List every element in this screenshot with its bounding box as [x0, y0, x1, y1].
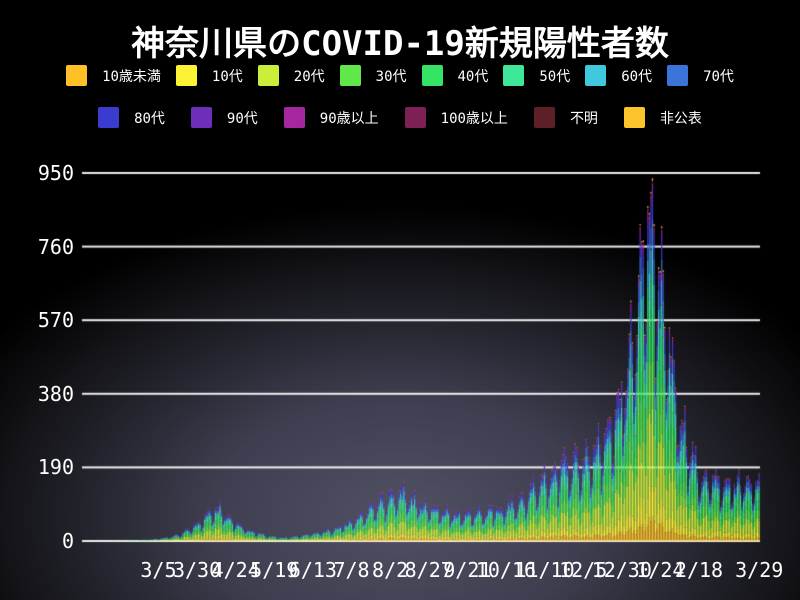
legend-swatch-icon	[503, 65, 525, 86]
legend-row-1: 10歳未満 10代 20代 30代 40代 50代 60代 70代	[0, 65, 800, 86]
legend-swatch-icon	[421, 65, 443, 86]
y-tick-label: 760	[37, 235, 74, 259]
legend-label: 30代	[375, 68, 407, 85]
legend-label: 80代	[134, 110, 165, 127]
y-tick-label: 950	[37, 161, 74, 185]
y-tick-label: 380	[37, 382, 74, 406]
legend-swatch-icon	[623, 107, 645, 128]
chart-canvas	[80, 146, 764, 546]
legend-item-3: 30代	[339, 65, 407, 86]
legend-row-2: 80代 90代 90歳以上 100歳以上 不明 非公表	[0, 107, 800, 128]
legend-swatch-icon	[533, 107, 555, 128]
legend-label: 90代	[226, 110, 258, 127]
x-tick-label: 11/10	[514, 558, 575, 582]
legend-swatch-icon	[98, 107, 120, 128]
legend-label: 100歳以上	[440, 110, 508, 127]
legend-item-6: 60代	[585, 65, 652, 86]
legend-label: 不明	[569, 110, 598, 127]
y-tick-label: 570	[37, 308, 74, 332]
x-tick-label: 7/8	[333, 558, 370, 582]
x-tick-label: 12/5	[559, 558, 608, 582]
x-tick-label: 2/18	[674, 558, 724, 582]
legend-swatch-icon	[404, 107, 426, 128]
legend-swatch-icon	[667, 65, 689, 86]
x-tick-label: 3/5	[140, 558, 177, 582]
legend-item-2: 20代	[257, 65, 325, 86]
legend-swatch-icon	[190, 107, 212, 128]
chart-title: 神奈川県のCOVID-19新規陽性者数	[131, 24, 669, 64]
legend-label: 非公表	[659, 110, 702, 127]
x-tick-label: 3/30	[172, 558, 222, 582]
legend-item-9: 90代	[190, 107, 258, 128]
legend-item-10: 90歳以上	[283, 107, 379, 128]
x-tick-label: 3/29	[735, 558, 784, 582]
legend-label: 90歳以上	[319, 110, 379, 127]
legend-swatch-icon	[66, 65, 88, 86]
x-tick-label: 9/21	[443, 558, 492, 582]
legend-item-12: 不明	[533, 107, 598, 128]
x-tick-label: 1/24	[636, 558, 685, 582]
legend-item-8: 80代	[98, 107, 165, 128]
legend-label: 10代	[211, 68, 243, 85]
legend-swatch-icon	[339, 65, 361, 86]
x-tick-label: 10/16	[475, 558, 537, 582]
legend-item-4: 40代	[421, 65, 489, 86]
y-tick-label: 190	[37, 455, 74, 479]
legend-item-5: 50代	[503, 65, 570, 86]
legend-item-11: 100歳以上	[404, 107, 508, 128]
legend-item-13: 非公表	[623, 107, 702, 128]
legend-item-1: 10代	[175, 65, 243, 86]
legend-swatch-icon	[175, 65, 197, 86]
legend-swatch-icon	[585, 65, 607, 86]
x-tick-label: 8/27	[404, 558, 453, 582]
legend-label: 20代	[293, 68, 325, 85]
x-tick-label: 4/24	[211, 558, 260, 582]
legend-label: 10歳未満	[102, 68, 161, 85]
legend-label: 60代	[621, 68, 653, 85]
legend-item-0: 10歳未満	[66, 65, 161, 86]
x-tick-label: 5/19	[250, 558, 299, 582]
legend-label: 70代	[703, 68, 734, 85]
x-tick-label: 12/30	[591, 558, 652, 582]
legend-item-7: 70代	[667, 65, 734, 86]
y-tick-label: 0	[61, 529, 74, 553]
legend-label: 40代	[457, 68, 489, 85]
legend-swatch-icon	[257, 65, 279, 86]
legend-swatch-icon	[283, 107, 305, 128]
x-tick-label: 8/2	[372, 558, 409, 582]
x-tick-label: 6/13	[288, 558, 337, 582]
legend-label: 50代	[539, 68, 571, 85]
